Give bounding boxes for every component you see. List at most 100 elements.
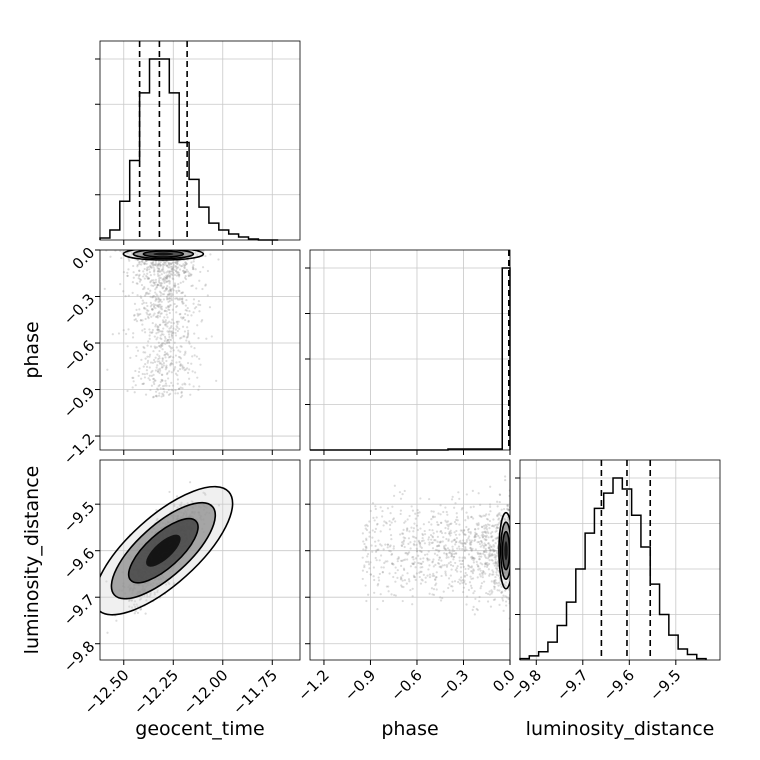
scatter-point <box>486 600 490 603</box>
scatter-point <box>392 563 395 566</box>
scatter-point <box>431 593 434 596</box>
scatter-point <box>437 512 440 515</box>
scatter-point <box>166 297 169 300</box>
scatter-point <box>168 304 171 307</box>
scatter-point <box>196 376 199 379</box>
scatter-point <box>155 332 158 335</box>
scatter-point <box>472 577 475 580</box>
scatter-point <box>168 293 171 296</box>
scatter-point <box>368 535 371 538</box>
hist-step-luminosity_distance <box>519 477 707 660</box>
scatter-point <box>156 284 159 287</box>
scatter-point <box>139 319 143 322</box>
scatter-point <box>459 566 463 569</box>
scatter-point <box>185 336 188 339</box>
scatter-point <box>490 536 493 539</box>
scatter-point <box>174 372 178 375</box>
scatter-point <box>193 347 196 350</box>
scatter-point <box>170 321 173 324</box>
scatter-point <box>134 318 137 321</box>
scatter-point <box>494 562 497 565</box>
scatter-point <box>154 315 158 318</box>
scatter-point <box>174 328 177 331</box>
scatter-point <box>158 303 161 306</box>
scatter-point <box>456 570 459 573</box>
scatter-point <box>185 262 188 266</box>
hist-panel-geocent_time <box>95 40 301 245</box>
scatter-point <box>168 270 171 273</box>
scatter-point <box>183 353 186 356</box>
scatter-point <box>415 547 418 550</box>
scatter-point <box>165 384 168 387</box>
scatter-point <box>143 273 146 276</box>
scatter-point <box>183 266 186 270</box>
scatter-point <box>182 280 185 283</box>
scatter-point <box>149 265 152 268</box>
scatter-point <box>175 304 179 308</box>
scatter-point <box>144 612 147 615</box>
scatter-point <box>371 502 375 505</box>
scatter-point <box>151 296 154 299</box>
scatter-point <box>169 338 173 342</box>
scatter-point <box>449 534 452 537</box>
scatter-point <box>390 538 393 541</box>
scatter-point <box>421 566 424 569</box>
scatter-point <box>505 596 509 599</box>
scatter-point <box>396 576 399 579</box>
scatter-point <box>186 270 190 273</box>
scatter-point <box>167 289 170 293</box>
scatter-point <box>174 365 177 369</box>
scatter-point <box>487 531 490 535</box>
scatter-point <box>464 533 467 536</box>
scatter-point <box>429 533 433 537</box>
scatter-point <box>166 371 169 375</box>
scatter-point <box>179 386 182 389</box>
scatter-point <box>381 515 384 518</box>
scatter-point <box>185 309 189 312</box>
scatter-point <box>133 600 137 603</box>
scatter-point <box>178 504 181 507</box>
scatter-point <box>180 316 183 319</box>
scatter-point <box>128 605 131 608</box>
scatter-point <box>192 264 195 267</box>
scatter-point <box>506 518 510 522</box>
scatter-point <box>447 525 450 528</box>
scatter-point <box>495 529 498 532</box>
scatter-point <box>424 581 427 584</box>
scatter-point <box>438 549 441 552</box>
scatter-point <box>423 553 427 556</box>
scatter-point <box>137 261 141 264</box>
scatter-point <box>171 363 174 366</box>
scatter-point <box>453 549 456 553</box>
scatter-point <box>158 349 161 353</box>
contour-fill <box>504 541 508 561</box>
scatter-point <box>164 262 167 265</box>
scatter-point <box>184 274 187 278</box>
scatter-point <box>170 388 173 391</box>
scatter-point <box>156 370 160 373</box>
scatter-point <box>478 573 481 576</box>
scatter-point <box>159 337 162 340</box>
scatter-point <box>455 529 458 533</box>
scatter-point <box>162 394 165 397</box>
scatter-point <box>445 521 448 524</box>
scatter-point <box>142 270 145 273</box>
scatter-point <box>485 517 489 521</box>
scatter-point <box>389 550 392 553</box>
scatter-point <box>163 320 166 323</box>
scatter-point <box>492 581 496 584</box>
scatter-point <box>441 564 444 567</box>
scatter-point <box>178 275 181 278</box>
scatter-point <box>442 590 445 593</box>
scatter-point <box>462 586 466 589</box>
scatter-point <box>174 392 177 395</box>
scatter-point <box>504 475 507 478</box>
scatter-point <box>464 542 467 545</box>
scatter-point <box>412 562 415 565</box>
scatter-point <box>411 509 415 512</box>
scatter-point <box>156 364 159 367</box>
scatter-point <box>451 580 454 583</box>
scatter-point <box>469 532 472 535</box>
scatter-point <box>126 345 129 348</box>
scatter-point <box>169 262 172 265</box>
